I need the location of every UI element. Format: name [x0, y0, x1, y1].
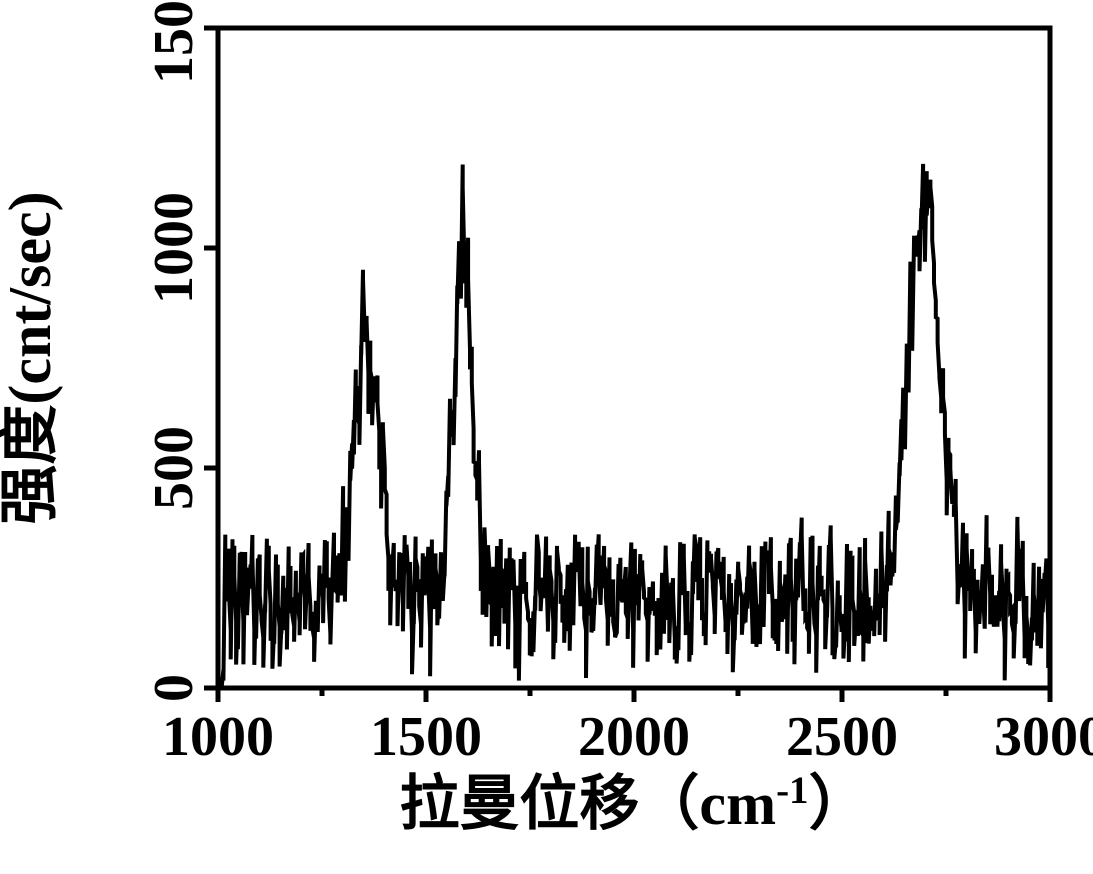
x-tick-label: 2000: [578, 706, 690, 768]
y-tick-label: 500: [143, 426, 205, 510]
x-axis-label: 拉曼位移（cm-1）: [399, 769, 868, 838]
y-tick-label: 0: [143, 674, 205, 702]
y-axis-label: 强度(cnt/sec): [0, 191, 63, 524]
x-tick-label: 3000: [994, 706, 1093, 768]
x-tick-label: 1500: [370, 706, 482, 768]
x-tick-label: 1000: [162, 706, 274, 768]
y-tick-label: 1000: [143, 192, 205, 304]
y-tick-label: 1500: [143, 0, 205, 84]
raman-spectrum-chart: 10001500200025003000050010001500拉曼位移（cm-…: [0, 0, 1093, 874]
chart-svg: 10001500200025003000050010001500拉曼位移（cm-…: [0, 0, 1093, 874]
x-tick-label: 2500: [786, 706, 898, 768]
spectrum-trace: [218, 164, 1050, 688]
